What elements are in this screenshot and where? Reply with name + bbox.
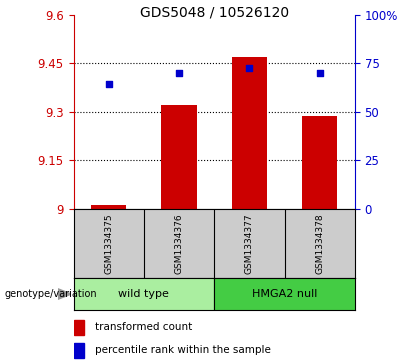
Text: GDS5048 / 10526120: GDS5048 / 10526120 (139, 5, 289, 20)
Bar (74, 320, 84, 335)
Text: percentile rank within the sample: percentile rank within the sample (95, 345, 271, 355)
Text: GSM1334378: GSM1334378 (315, 213, 324, 274)
Polygon shape (58, 289, 71, 299)
Point (176, 70, 182, 76)
Text: wild type: wild type (118, 289, 169, 299)
Bar (302, 117, 337, 209)
Text: GSM1334376: GSM1334376 (175, 213, 184, 274)
Point (246, 65, 253, 71)
Bar (91, 205, 126, 209)
Text: GSM1334375: GSM1334375 (104, 213, 113, 274)
Bar (161, 105, 197, 209)
Text: GSM1334377: GSM1334377 (245, 213, 254, 274)
Bar (214, 278, 355, 310)
Bar (74, 278, 214, 310)
Text: genotype/variation: genotype/variation (4, 289, 97, 299)
Bar (74, 343, 84, 358)
Bar (232, 57, 267, 209)
Point (105, 81, 112, 87)
Point (316, 70, 323, 76)
Text: HMGA2 null: HMGA2 null (252, 289, 317, 299)
Text: transformed count: transformed count (95, 322, 192, 333)
